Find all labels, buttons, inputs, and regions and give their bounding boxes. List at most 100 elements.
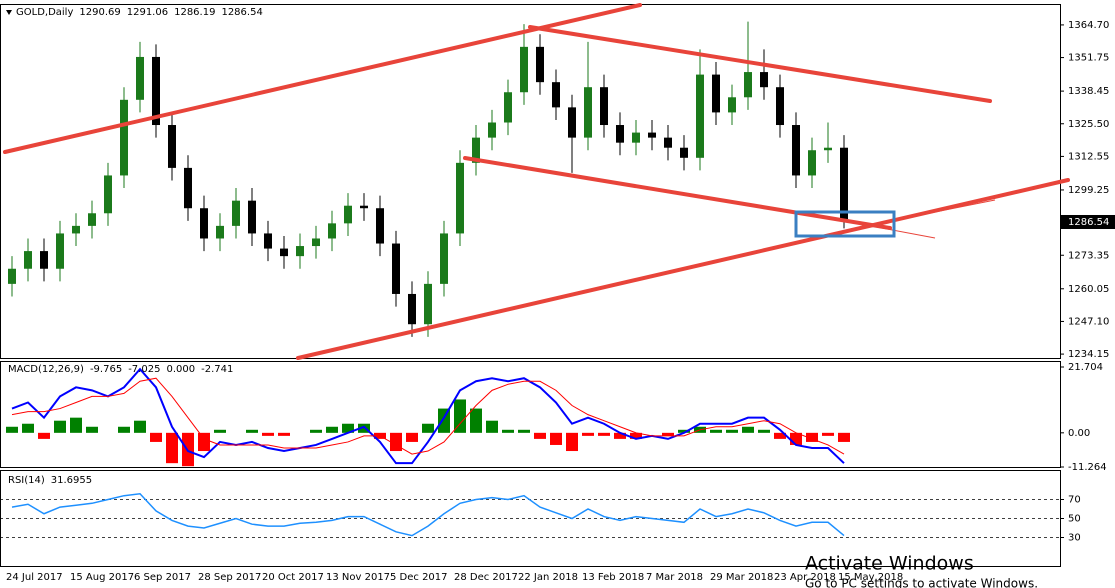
candle-body	[408, 293, 416, 325]
candle-body	[328, 223, 336, 239]
watermark-subtitle: Go to PC settings to activate Windows.	[805, 577, 1038, 588]
candle-body	[56, 233, 64, 269]
candle-body	[808, 150, 816, 176]
y-tick-label: 50	[1068, 514, 1081, 525]
y-tick-label: 1234.15	[1068, 349, 1109, 360]
histogram-bar	[710, 429, 722, 433]
histogram-bar	[758, 429, 770, 433]
candle-body	[840, 147, 848, 221]
candle-body	[744, 72, 752, 98]
menu-arrow[interactable]	[6, 10, 12, 15]
histogram-bar	[454, 399, 466, 433]
price-header: GOLD,Daily 1290.69 1291.06 1286.19 1286.54	[16, 7, 263, 18]
candle-body	[184, 167, 192, 209]
histogram-bar	[134, 420, 146, 433]
histogram-bar	[118, 426, 130, 433]
y-tick-label: 21.704	[1068, 362, 1103, 373]
candle-body	[120, 99, 128, 176]
candle-body	[280, 248, 288, 257]
histogram-bar	[150, 432, 162, 442]
candle-body	[632, 132, 640, 143]
header-value: 0.000	[166, 364, 195, 375]
candle-body	[232, 200, 240, 226]
y-tick-label: 1260.05	[1068, 284, 1109, 295]
marks: 1364.70 1351.75 1338.45 1325.50 1312.55 1299.…	[0, 20, 1115, 583]
histogram-bar	[326, 426, 338, 433]
x-tick-label: 28 Sep 2017	[198, 572, 261, 583]
candle-body	[680, 147, 688, 158]
candle-body	[264, 233, 272, 249]
candle-body	[792, 125, 800, 176]
candle-body	[440, 233, 448, 284]
histogram-bar	[166, 432, 178, 464]
candle-body	[152, 56, 160, 126]
rsi-line	[11, 493, 845, 537]
candle-body	[168, 125, 176, 168]
last-price-label: 1286.54	[1068, 217, 1109, 228]
histogram-bar	[742, 426, 754, 433]
x-tick-label: 23 Apr 2018	[774, 572, 836, 583]
x-tick-label: 24 Jul 2017	[6, 572, 63, 583]
histogram-bar	[310, 429, 322, 433]
x-tick-label: 22 Jan 2018	[518, 572, 578, 583]
histogram-bar	[262, 432, 274, 436]
thin-trend-line	[869, 199, 996, 226]
histogram-bar	[806, 432, 818, 442]
y-tick-label: 1312.55	[1068, 151, 1109, 162]
header-value: 1290.69	[79, 7, 120, 18]
histogram-bar	[38, 432, 50, 439]
x-tick-label: 7 Mar 2018	[646, 572, 703, 583]
histogram-bar	[630, 432, 642, 439]
x-tick-label: 15 May 2018	[838, 572, 903, 583]
indicator-name: MACD(12,26,9)	[8, 364, 84, 375]
histogram-bar	[614, 432, 626, 439]
candle-body	[456, 162, 464, 234]
candle-body	[520, 46, 528, 93]
candle-body	[136, 56, 144, 100]
trend-line	[528, 25, 992, 103]
header-value: -7.025	[128, 364, 160, 375]
macd-panel	[0, 361, 1061, 468]
x-tick-label: 20 Oct 2017	[262, 572, 324, 583]
histogram-bar	[566, 432, 578, 452]
candle-body	[376, 208, 384, 244]
header-value: 1286.54	[221, 7, 262, 18]
candle-body	[776, 87, 784, 126]
candle-body	[504, 92, 512, 123]
candle-body	[88, 213, 96, 226]
histogram-bar	[678, 429, 690, 433]
candle-body	[424, 283, 432, 325]
highlight-box	[794, 210, 896, 238]
macd-header: MACD(12,26,9) -9.765 -7.025 0.000 -2.741	[8, 364, 233, 375]
y-tick-label: 1299.25	[1068, 185, 1109, 196]
histogram-bar	[22, 423, 34, 433]
x-tick-label: 13 Nov 2017	[326, 572, 390, 583]
candle-body	[248, 200, 256, 234]
indicator-name: RSI(14)	[8, 475, 45, 486]
candle-body	[8, 268, 16, 284]
candle-body	[360, 205, 368, 209]
histogram-bar	[198, 432, 210, 452]
y-tick-label: -11.264	[1068, 462, 1107, 473]
histogram-bar	[422, 423, 434, 433]
histogram-bar	[774, 432, 786, 439]
candle-body	[824, 147, 832, 151]
candle-body	[24, 251, 32, 269]
candle-body	[344, 205, 352, 224]
y-tick-label: 1338.45	[1068, 86, 1109, 97]
histogram-bar	[278, 432, 290, 436]
candle-body	[312, 238, 320, 247]
candle-body	[552, 82, 560, 108]
y-tick-label: 30	[1068, 533, 1081, 544]
histogram-bar	[358, 423, 370, 433]
histogram-bar	[214, 429, 226, 433]
histogram-bar	[822, 432, 834, 436]
x-tick-label: 29 Mar 2018	[710, 572, 773, 583]
candle-body	[488, 122, 496, 138]
header-value: 31.6955	[51, 475, 92, 486]
header-value: -9.765	[90, 364, 122, 375]
x-tick-label: 5 Dec 2017	[390, 572, 448, 583]
rsi-header: RSI(14) 31.6955	[8, 475, 92, 486]
candle-body	[200, 208, 208, 239]
